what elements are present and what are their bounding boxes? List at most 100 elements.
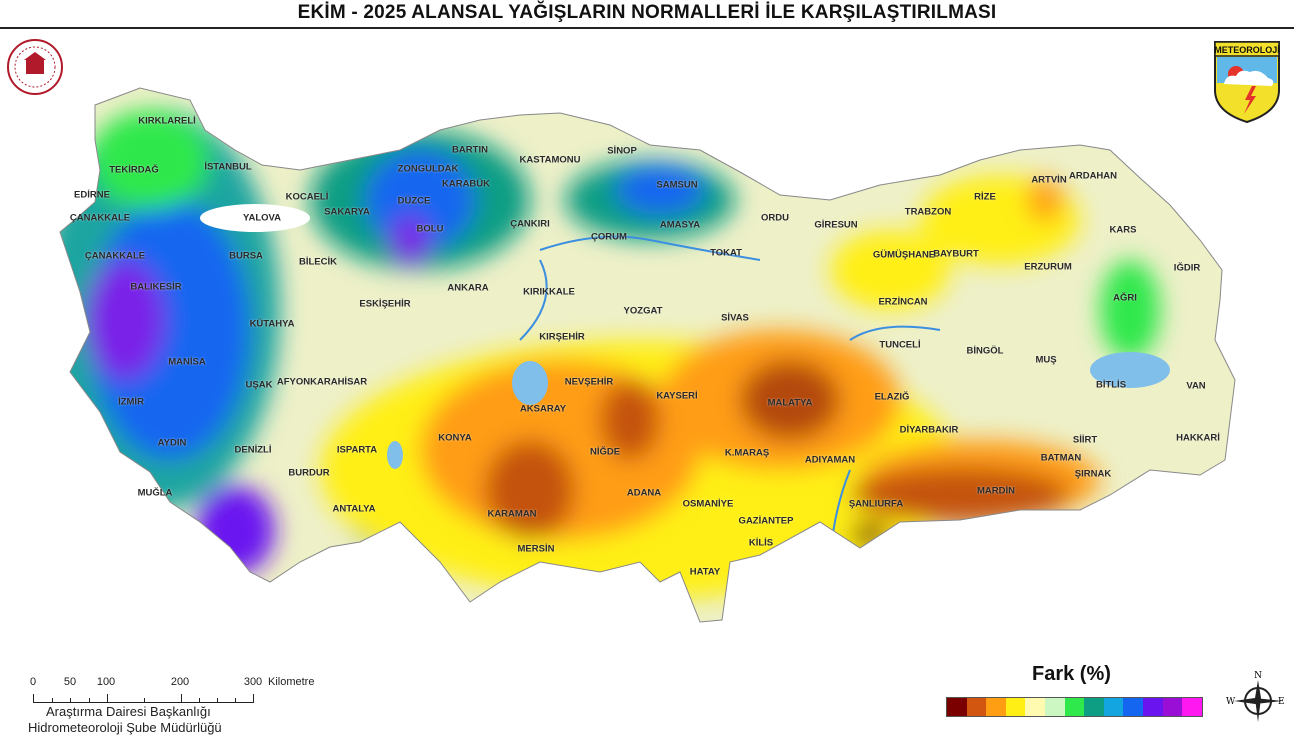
province-label: NİĞDE: [589, 446, 621, 458]
province-label: ÇANAKKALE: [84, 250, 146, 262]
province-label: AMASYA: [659, 219, 701, 231]
province-label: ŞIRNAK: [1074, 468, 1112, 480]
scale-bar: 0 50 100 200 300 Kilometre Araştırma Dai…: [28, 676, 358, 735]
province-label: KÜTAHYA: [249, 318, 295, 330]
province-label: YOZGAT: [623, 305, 663, 317]
province-label: UŞAK: [245, 379, 273, 391]
province-label: TRABZON: [904, 206, 952, 218]
province-label: ŞANLIURFA: [848, 498, 904, 510]
province-label: MARDİN: [977, 485, 1015, 497]
province-label: BATMAN: [1040, 452, 1082, 464]
province-label: BAYBURT: [933, 248, 979, 260]
province-label: ERZURUM: [1024, 261, 1072, 273]
province-label: MANİSA: [168, 356, 206, 368]
lake-egirdir: [387, 441, 403, 469]
province-label: KARAMAN: [487, 508, 537, 520]
government-seal-logo: [7, 39, 63, 95]
province-label: DİYARBAKIR: [899, 424, 959, 436]
legend-swatch: [986, 698, 1006, 716]
province-label: AYDIN: [157, 437, 187, 449]
province-label: BURSA: [229, 250, 263, 262]
province-label: NEVŞEHİR: [564, 376, 614, 388]
province-label: KAYSERİ: [656, 390, 698, 402]
province-label: GAZİANTEP: [738, 515, 794, 527]
svg-text:N: N: [1254, 671, 1262, 681]
province-label: ARTVİN: [1031, 174, 1067, 186]
scale-ruler: [33, 694, 254, 703]
legend-swatch: [1005, 698, 1026, 716]
province-label: KIRIKKALE: [523, 286, 575, 298]
province-label: TOKAT: [710, 247, 742, 259]
province-label: GÜMÜŞHANE: [872, 249, 936, 261]
legend-swatch: [1162, 698, 1183, 716]
scale-tick: 50: [63, 676, 77, 688]
legend-swatch: [1044, 698, 1065, 716]
province-label: HAKKARİ: [1176, 432, 1220, 444]
province-label: VAN: [1186, 380, 1206, 392]
province-label: TEKİRDAĞ: [109, 164, 159, 176]
meteoroloji-logo: METEOROLOJİ: [1214, 41, 1280, 124]
scale-tick: 100: [96, 676, 116, 688]
province-label: MUĞLA: [137, 487, 173, 499]
province-label: SİNOP: [607, 145, 637, 157]
lake-tuz: [512, 361, 548, 405]
lake-van: [1090, 352, 1170, 388]
province-label: SAMSUN: [656, 179, 698, 191]
province-label: ANKARA: [447, 282, 489, 294]
province-label: RİZE: [974, 191, 996, 203]
province-label: KARABÜK: [441, 178, 491, 190]
province-label: BİTLİS: [1095, 379, 1127, 391]
legend-swatch: [1142, 698, 1163, 716]
color-legend: [946, 697, 1203, 717]
province-label: BİNGÖL: [966, 345, 1004, 357]
province-label: KOCAELİ: [285, 191, 329, 203]
province-label: DENİZLİ: [234, 444, 272, 456]
legend-swatch: [966, 698, 987, 716]
province-label: KONYA: [438, 432, 472, 444]
province-label: BİLECİK: [299, 256, 337, 268]
province-label: ANTALYA: [332, 503, 376, 515]
turkey-precipitation-map: [59, 87, 1236, 623]
province-label: AĞRI: [1113, 292, 1137, 304]
svg-text:W: W: [1226, 697, 1236, 707]
province-label: KASTAMONU: [519, 154, 581, 166]
province-label: ERZİNCAN: [878, 296, 928, 308]
scale-tick: 300: [243, 676, 263, 688]
province-label: ADIYAMAN: [804, 454, 856, 466]
legend-title: Fark (%): [1032, 663, 1111, 685]
province-label: ADANA: [626, 487, 662, 499]
province-label: HATAY: [689, 566, 721, 578]
province-label: ESKİŞEHİR: [359, 298, 411, 310]
legend-swatch: [1064, 698, 1085, 716]
province-label: ZONGULDAK: [397, 163, 459, 175]
province-label: KİLİS: [748, 537, 774, 549]
province-label: GİRESUN: [814, 219, 858, 231]
province-label: ÇORUM: [591, 231, 627, 243]
legend-swatch: [1182, 698, 1202, 716]
province-label: MERSİN: [517, 543, 555, 555]
logo-text: METEOROLOJİ: [1214, 45, 1280, 55]
province-label: ÇANKIRI: [510, 218, 550, 230]
province-label: OSMANİYE: [682, 498, 734, 510]
province-label: BALIKESİR: [130, 281, 182, 293]
sea-of-marmara: [200, 204, 310, 232]
province-label: KARS: [1109, 224, 1137, 236]
province-label: SAKARYA: [324, 206, 370, 218]
province-label: SİİRT: [1072, 434, 1098, 446]
province-label: ARDAHAN: [1068, 170, 1118, 182]
legend-swatch: [1084, 698, 1104, 716]
province-label: İSTANBUL: [204, 161, 252, 173]
scale-unit: Kilometre: [268, 676, 315, 688]
rivers: [519, 235, 941, 576]
legend-swatch: [1103, 698, 1124, 716]
province-label: YALOVA: [242, 212, 282, 224]
legend-swatch: [1025, 698, 1045, 716]
province-label: AKSARAY: [519, 403, 567, 415]
scale-tick: 0: [29, 676, 37, 688]
province-label: KIRKLARELİ: [138, 115, 196, 127]
map-title: EKİM - 2025 ALANSAL YAĞIŞLARIN NORMALLER…: [0, 0, 1294, 29]
province-label: BURDUR: [288, 467, 330, 479]
province-label: ISPARTA: [336, 444, 378, 456]
province-label: İZMİR: [118, 396, 144, 408]
province-label: MALATYA: [767, 397, 813, 409]
